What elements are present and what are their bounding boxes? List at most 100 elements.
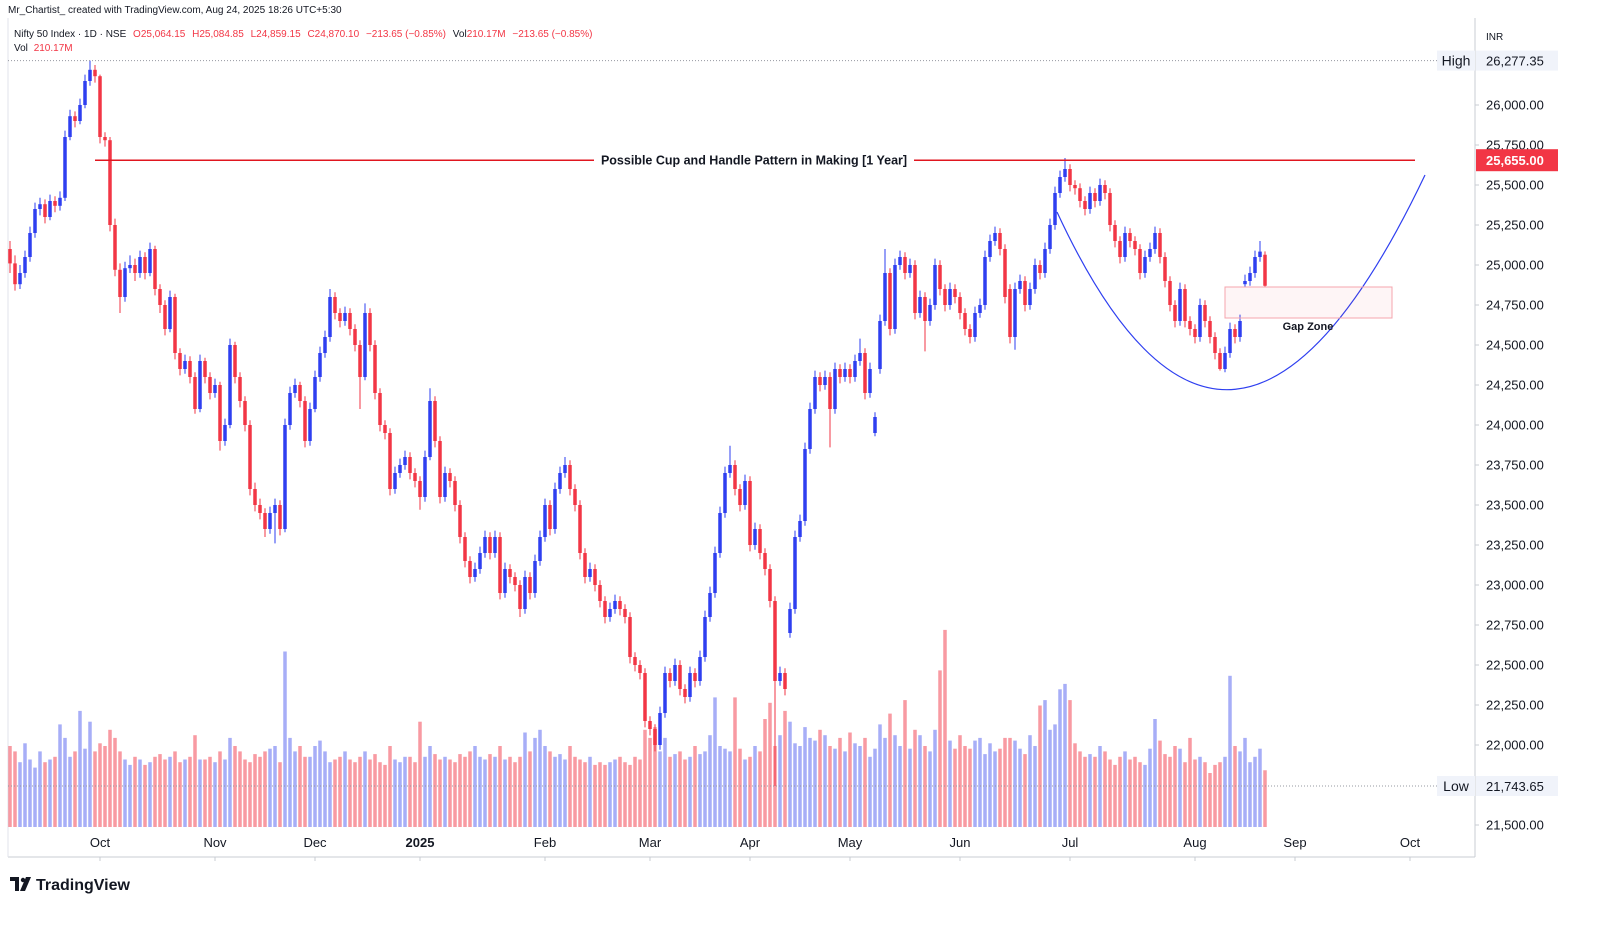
candle-body — [513, 577, 517, 585]
candle-body — [843, 369, 847, 377]
volume-bar — [708, 735, 712, 827]
volume-bar — [118, 751, 122, 827]
volume-bar — [133, 756, 137, 827]
x-tick-label: Sep — [1283, 835, 1306, 850]
candle-body — [113, 225, 117, 270]
candle-body — [98, 76, 102, 137]
candle-body — [93, 69, 97, 77]
candle-body — [218, 385, 222, 441]
candle-body — [63, 137, 67, 198]
gap-zone — [1224, 286, 1393, 319]
volume-bar — [743, 759, 747, 827]
y-tick-label: 25,250.00 — [1486, 218, 1544, 233]
candle-body — [1253, 257, 1257, 273]
volume-bar — [938, 670, 942, 827]
candle-body — [673, 665, 677, 681]
volume-bar — [683, 759, 687, 827]
volume-bar — [1138, 762, 1142, 827]
volume-bar — [403, 756, 407, 827]
y-tick-label: 25,750.00 — [1486, 138, 1544, 153]
volume-bar — [208, 756, 212, 827]
high-badge — [1437, 50, 1475, 71]
volume-bar — [513, 762, 517, 827]
volume-bar — [468, 751, 472, 827]
candle-body — [223, 425, 227, 441]
volume-bar — [1243, 737, 1247, 827]
candle-body — [858, 353, 862, 361]
volume-bar — [473, 746, 477, 827]
volume-bar — [1063, 683, 1067, 827]
candle-body — [598, 585, 602, 601]
volume-bar — [288, 737, 292, 827]
candle-body — [8, 249, 12, 264]
candle-body — [918, 297, 922, 313]
y-tick-label: 24,000.00 — [1486, 418, 1544, 433]
candle-body — [1113, 225, 1117, 241]
volume-bar — [1003, 737, 1007, 827]
candle-body — [1208, 321, 1212, 337]
volume-bar — [713, 697, 717, 827]
volume-bar — [788, 721, 792, 827]
volume-bar — [1163, 754, 1167, 827]
volume-bar — [573, 756, 577, 827]
candle-body — [798, 521, 802, 537]
candle-body — [38, 204, 42, 209]
candle-body — [288, 393, 292, 425]
logo: TradingView — [36, 877, 131, 894]
candle-body — [33, 209, 37, 233]
candle-body — [713, 553, 717, 593]
volume-bar — [723, 748, 727, 827]
candle-body — [593, 569, 597, 585]
candle-body — [108, 140, 112, 225]
symbol: Nifty 50 Index · 1D · NSE — [14, 29, 127, 40]
volume-bar — [1018, 748, 1022, 827]
candle-body — [518, 585, 522, 609]
candle-body — [638, 665, 642, 673]
currency: INR — [1486, 32, 1503, 43]
volume-bar — [953, 748, 957, 827]
volume-bar — [413, 762, 417, 827]
volume-bar — [303, 756, 307, 827]
volume-bar — [48, 759, 52, 827]
level-value: 25,655.00 — [1486, 153, 1544, 168]
candle-body — [1233, 329, 1237, 337]
volume-bar — [308, 756, 312, 827]
volume-bar — [393, 759, 397, 827]
candle-body — [828, 377, 832, 409]
candle-body — [213, 385, 217, 393]
candle-body — [678, 665, 682, 689]
candle-body — [1078, 188, 1082, 201]
candle-body — [1203, 305, 1207, 321]
x-tick-label: Apr — [740, 835, 761, 850]
volume-bar — [823, 735, 827, 827]
candle-body — [823, 377, 827, 385]
candle-body — [193, 377, 197, 409]
x-tick-label: Nov — [203, 835, 227, 850]
volume-bar — [1078, 751, 1082, 827]
volume-bar — [778, 735, 782, 827]
volume-bar — [293, 751, 297, 827]
candle-body — [1163, 257, 1167, 281]
volume-bar — [1073, 743, 1077, 827]
volume-bar — [1188, 737, 1192, 827]
candle-body — [563, 465, 567, 473]
candle-body — [283, 425, 287, 529]
volume-bar — [603, 764, 607, 827]
y-tick-label: 22,250.00 — [1486, 698, 1544, 713]
y-tick-label: 26,000.00 — [1486, 98, 1544, 113]
candle-body — [838, 369, 842, 377]
volume-bar — [1113, 764, 1117, 827]
candle-body — [323, 337, 327, 353]
volume-bar — [783, 710, 787, 827]
candle-body — [913, 265, 917, 313]
candle-body — [408, 457, 412, 473]
volume-bar — [583, 762, 587, 827]
vol-row-value: 210.17M — [34, 43, 73, 54]
candle-body — [983, 257, 987, 305]
volume-bar — [148, 762, 152, 827]
volume-bar — [488, 754, 492, 827]
x-tick-label: 2025 — [406, 835, 435, 850]
candle-body — [548, 505, 552, 529]
volume-bar — [233, 746, 237, 827]
